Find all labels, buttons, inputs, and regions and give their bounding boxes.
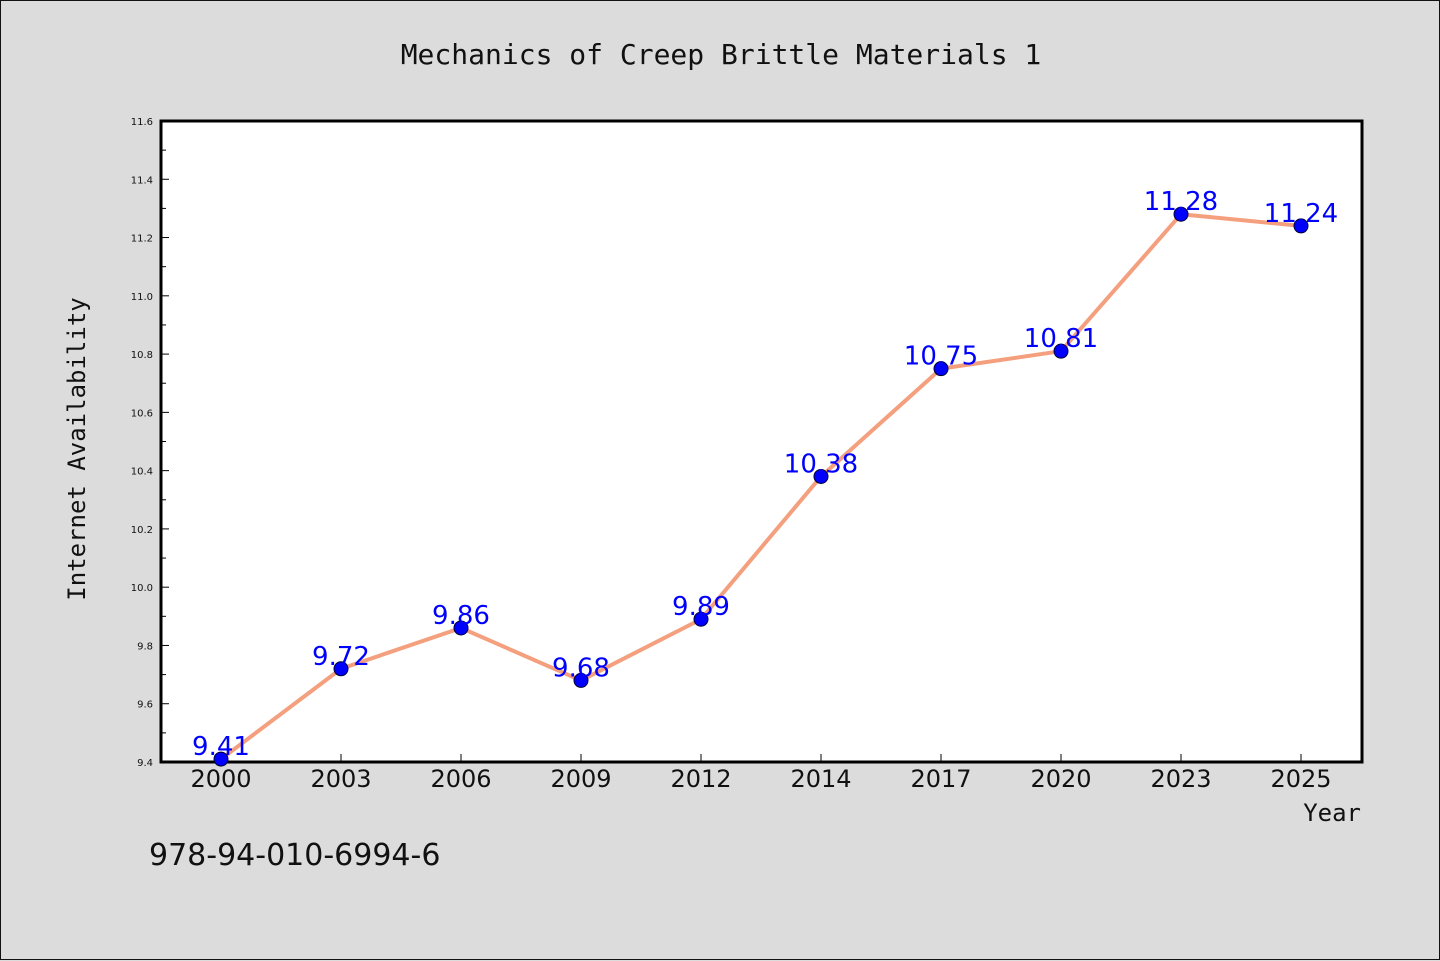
y-tick-label: 10.0 — [131, 583, 153, 594]
y-tick-label: 11.2 — [131, 234, 153, 245]
y-tick-label: 11.6 — [131, 117, 153, 128]
y-tick-label: 11.4 — [131, 175, 153, 186]
data-label: 9.89 — [672, 592, 730, 622]
data-label: 10.75 — [904, 342, 978, 372]
data-points — [213, 206, 1309, 767]
y-tick-label: 9.6 — [137, 700, 153, 711]
series-line-group — [219, 212, 1303, 762]
data-point — [933, 361, 949, 377]
data-point — [213, 751, 229, 767]
data-point — [693, 611, 709, 627]
x-tick-label: 2006 — [430, 765, 491, 793]
data-labels: 9.41 9.72 9.86 9.68 9.89 10.38 10.75 10.81 11.28… — [192, 187, 1338, 762]
data-point — [1293, 218, 1309, 234]
data-label: 11.28 — [1144, 187, 1218, 217]
isbn-text: 978-94-010-6994-6 — [149, 838, 440, 873]
y-axis-ticks: 9.4 9.6 9.8 10.0 10.2 10.4 10.6 10.8 11.0 11.2 11.… — [131, 117, 169, 769]
data-point — [573, 672, 589, 688]
x-tick-label: 2003 — [310, 765, 371, 793]
plot-area — [159, 119, 1364, 764]
x-axis-ticks: 2000 2003 2006 2009 2012 2014 2017 2020 2023 2025 — [190, 754, 1332, 793]
y-tick-label: 9.8 — [137, 641, 153, 652]
data-point — [1173, 206, 1189, 222]
data-label: 9.41 — [192, 732, 250, 762]
chart-title: Mechanics of Creep Brittle Materials 1 — [401, 38, 1042, 71]
data-label: 9.86 — [432, 601, 490, 631]
x-tick-label: 2000 — [190, 765, 251, 793]
data-label: 9.68 — [552, 653, 610, 683]
x-tick-label: 2014 — [790, 765, 851, 793]
y-tick-label: 10.6 — [131, 408, 153, 419]
data-point — [333, 661, 349, 677]
x-tick-label: 2025 — [1270, 765, 1331, 793]
x-axis-label: Year — [1303, 799, 1361, 827]
y-tick-label: 10.8 — [131, 350, 153, 361]
y-tick-label: 11.0 — [131, 292, 153, 303]
x-tick-label: 2020 — [1030, 765, 1091, 793]
y-tick-label: 10.4 — [131, 467, 153, 478]
data-point — [813, 468, 829, 484]
data-label: 9.72 — [312, 642, 370, 672]
y-axis-label: Internet Availability — [63, 297, 91, 600]
x-tick-label: 2009 — [550, 765, 611, 793]
data-point — [453, 620, 469, 636]
y-tick-label: 10.2 — [131, 525, 153, 536]
series-line — [219, 212, 1303, 762]
data-label: 10.38 — [784, 449, 858, 479]
x-tick-label: 2017 — [910, 765, 971, 793]
x-tick-label: 2023 — [1150, 765, 1211, 793]
data-label: 11.24 — [1264, 199, 1338, 229]
y-tick-label: 9.4 — [137, 758, 153, 769]
data-label: 10.81 — [1024, 324, 1098, 354]
x-tick-label: 2012 — [670, 765, 731, 793]
data-point — [1053, 343, 1069, 359]
